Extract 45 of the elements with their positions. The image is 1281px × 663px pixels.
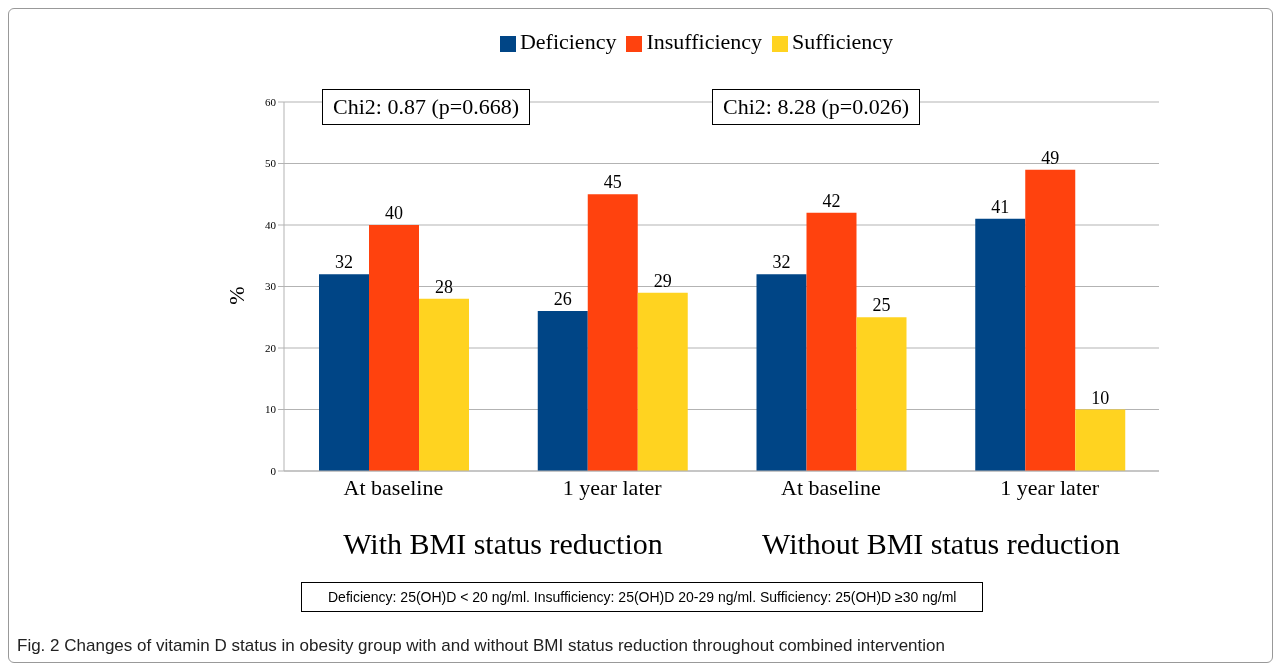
data-label: 49	[1041, 147, 1060, 168]
bar	[1025, 169, 1076, 471]
x-tick-label: At baseline	[343, 474, 444, 500]
data-label: 32	[335, 252, 353, 273]
x-tick-label: 1 year later	[1000, 474, 1100, 500]
legend-label: Deficiency	[519, 29, 617, 54]
caption: Fig. 2 Changes of vitamin D status in obesity group with and without BMI status reduction throughout combined intervention	[17, 636, 945, 656]
y-axis-title: %	[223, 286, 249, 305]
data-label: 25	[872, 295, 891, 316]
bar	[856, 317, 907, 471]
legend-label: Sufficiency	[792, 29, 894, 54]
bar	[1075, 409, 1126, 471]
text: With BMI status reduction	[342, 527, 664, 561]
data-label: 26	[553, 289, 572, 310]
bar	[637, 292, 688, 471]
y-tick-label: 30	[265, 280, 277, 293]
data-label: 10	[1091, 387, 1110, 408]
data-label: 28	[435, 276, 453, 297]
text: Deficiency: 25(OH)D < 20 ng/ml. Insufficiency: 25(OH)D 20-29 ng/ml. Sufficiency: 25(OH)D ≥30 ng/ml	[301, 582, 984, 612]
y-tick-label: 0	[270, 464, 277, 477]
bar	[537, 311, 588, 471]
bar	[806, 212, 857, 471]
bar	[419, 298, 469, 471]
data-label: 29	[653, 270, 672, 291]
y-tick-label: 60	[265, 95, 277, 108]
text: Without BMI status reduction	[761, 527, 1121, 561]
y-tick-label: 50	[265, 157, 277, 170]
data-label: 45	[603, 172, 622, 193]
bar	[319, 274, 369, 471]
bar	[975, 218, 1026, 471]
data-label: 32	[772, 252, 791, 273]
data-label: 42	[822, 190, 841, 211]
legend-label: Insufficiency	[646, 29, 763, 54]
y-tick-label: 20	[265, 341, 277, 354]
data-label: 40	[385, 203, 403, 223]
bar	[587, 194, 638, 471]
y-tick-label: 40	[265, 218, 277, 231]
annotation: Chi2: 0.87 (p=0.668)	[322, 89, 530, 125]
x-tick-label: At baseline	[781, 474, 881, 500]
bar	[369, 225, 419, 471]
annotation: Chi2: 8.28 (p=0.026)	[712, 89, 920, 125]
bar	[756, 274, 807, 471]
y-tick-label: 10	[265, 403, 277, 416]
x-tick-label: 1 year later	[562, 474, 663, 500]
data-label: 41	[991, 196, 1010, 217]
